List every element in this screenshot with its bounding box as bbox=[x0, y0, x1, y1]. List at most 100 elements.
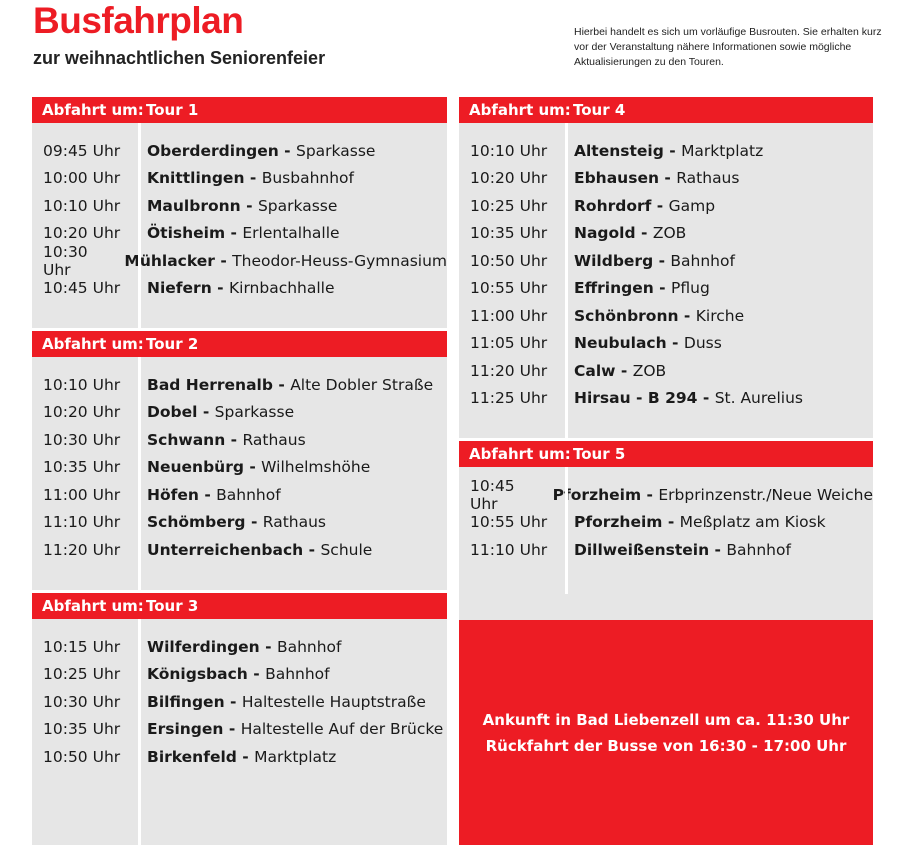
stop-town: Dobel bbox=[147, 403, 198, 422]
column-divider bbox=[565, 441, 568, 594]
separator: - bbox=[225, 430, 243, 449]
separator: - bbox=[663, 141, 682, 160]
stop-town: Rohrdorf bbox=[574, 196, 652, 215]
stop-place: Kirnbachhalle bbox=[228, 279, 335, 298]
separator: - bbox=[223, 720, 241, 739]
stop-row: 10:45 Uhr Pforzheim - Erbprinzenstr./Neu… bbox=[459, 477, 873, 513]
stop-row: 10:25 Uhr Rohrdorf - Gamp bbox=[459, 192, 873, 220]
separator: - bbox=[224, 692, 242, 711]
separator: - bbox=[615, 361, 633, 380]
departure-label: Abfahrt um: bbox=[42, 597, 144, 615]
stop-town: Pforzheim bbox=[574, 513, 663, 532]
stop-place: Haltestelle Auf der Brücke bbox=[240, 720, 444, 739]
departure-time: 10:25 Uhr bbox=[470, 196, 548, 215]
stop-place: Sparkasse bbox=[257, 196, 338, 215]
departure-time: 10:35 Uhr bbox=[43, 458, 121, 477]
stop-place: Erlentalhalle bbox=[242, 224, 340, 243]
separator: - bbox=[651, 196, 669, 215]
stop-row: 10:30 Uhr Bilfingen - Haltestelle Haupts… bbox=[32, 688, 447, 716]
stop-place: Marktplatz bbox=[681, 141, 764, 160]
stop-place: Bahnhof bbox=[726, 540, 791, 559]
stop-row: 10:50 Uhr Birkenfeld - Marktplatz bbox=[32, 743, 447, 771]
tour-4-table: Abfahrt um: Tour 4 10:10 Uhr Altensteig … bbox=[459, 97, 873, 438]
tour-header: Abfahrt um: Tour 1 bbox=[32, 97, 447, 123]
tour-header: Abfahrt um: Tour 2 bbox=[32, 331, 447, 357]
separator: - bbox=[198, 485, 217, 504]
tour-2-table: Abfahrt um: Tour 2 10:10 Uhr Bad Herrena… bbox=[32, 331, 447, 590]
stop-place: Bahnhof bbox=[265, 665, 330, 684]
stop-place: Alte Dobler Straße bbox=[290, 375, 434, 394]
stop-place: St. Aurelius bbox=[714, 389, 803, 408]
stop-town: Nagold bbox=[574, 224, 636, 243]
stop-town: Calw bbox=[574, 361, 616, 380]
departure-time: 10:30 Uhr bbox=[43, 430, 121, 449]
departure-time: 10:10 Uhr bbox=[470, 141, 548, 160]
departure-time: 10:55 Uhr bbox=[470, 513, 548, 532]
stop-row: 11:10 Uhr Schömberg - Rathaus bbox=[32, 509, 447, 537]
arrival-text: Ankunft in Bad Liebenzell um ca. 11:30 U… bbox=[482, 710, 850, 729]
tour-name: Tour 3 bbox=[146, 597, 199, 615]
stop-row: 10:20 Uhr Dobel - Sparkasse bbox=[32, 399, 447, 427]
separator: - bbox=[272, 375, 291, 394]
stop-town: Dillweißenstein bbox=[574, 540, 710, 559]
stop-town: Wildberg bbox=[574, 251, 654, 270]
stop-place: Gamp bbox=[668, 196, 716, 215]
stop-row: 10:25 Uhr Königsbach - Bahnhof bbox=[32, 661, 447, 689]
stop-place: Schule bbox=[320, 540, 373, 559]
column-divider bbox=[138, 331, 141, 590]
tour-header: Abfahrt um: Tour 4 bbox=[459, 97, 873, 123]
departure-time: 10:20 Uhr bbox=[43, 224, 121, 243]
return-text: Rückfahrt der Busse von 16:30 - 17:00 Uh… bbox=[485, 736, 847, 755]
separator: - bbox=[243, 458, 262, 477]
stop-row: 10:15 Uhr Wilferdingen - Bahnhof bbox=[32, 633, 447, 661]
stop-town: Neubulach bbox=[574, 334, 667, 353]
tour-name: Tour 2 bbox=[146, 335, 199, 353]
stop-place: Kirche bbox=[695, 306, 745, 325]
stop-town: Bilfingen bbox=[147, 692, 225, 711]
stop-place: Bahnhof bbox=[276, 637, 342, 656]
stop-town: Pforzheim bbox=[552, 485, 642, 504]
separator: - bbox=[225, 224, 243, 243]
separator: - bbox=[303, 540, 321, 559]
departure-time: 10:30 Uhr bbox=[43, 242, 88, 279]
stop-place: Wilhelmshöhe bbox=[261, 458, 371, 477]
separator: - bbox=[278, 141, 296, 160]
departure-time: 10:35 Uhr bbox=[470, 224, 548, 243]
stop-row: 10:30 Uhr Schwann - Rathaus bbox=[32, 426, 447, 454]
info-note: Hierbei handelt es sich um vorläufige Bu… bbox=[574, 26, 882, 68]
column-divider bbox=[565, 97, 568, 438]
stop-row: 11:20 Uhr Unterreichenbach - Schule bbox=[32, 536, 447, 564]
departure-time: 11:00 Uhr bbox=[470, 306, 548, 325]
stop-place: Bahnhof bbox=[670, 251, 735, 270]
departure-time: 11:10 Uhr bbox=[470, 540, 548, 559]
stop-row: 10:35 Uhr Neuenbürg - Wilhelmshöhe bbox=[32, 454, 447, 482]
stop-row: 10:35 Uhr Ersingen - Haltestelle Auf der… bbox=[32, 716, 447, 744]
stop-town: Königsbach bbox=[147, 665, 248, 684]
separator: - bbox=[245, 513, 263, 532]
stop-town: Ötisheim bbox=[147, 224, 226, 243]
page-subtitle: zur weihnachtlichen Seniorenfeier bbox=[33, 48, 326, 68]
separator: - bbox=[678, 306, 696, 325]
stop-town: Schömberg bbox=[147, 513, 246, 532]
departure-time: 10:45 Uhr bbox=[470, 476, 515, 513]
stop-row: 10:35 Uhr Nagold - ZOB bbox=[459, 220, 873, 248]
stop-row: 10:20 Uhr Ötisheim - Erlentalhalle bbox=[32, 220, 447, 248]
stop-town: Altensteig bbox=[574, 141, 664, 160]
departure-time: 10:50 Uhr bbox=[470, 251, 548, 270]
stop-town: Wilferdingen bbox=[147, 637, 260, 656]
separator: - bbox=[641, 485, 659, 504]
departure-time: 10:20 Uhr bbox=[470, 169, 548, 188]
stop-town: Mühlacker bbox=[124, 251, 215, 270]
stop-town: Knittlingen bbox=[147, 169, 245, 188]
stop-place: Rathaus bbox=[262, 513, 327, 532]
stop-town: Ebhausen bbox=[574, 169, 659, 188]
tour-name: Tour 1 bbox=[146, 101, 199, 119]
stop-row: 10:10 Uhr Bad Herrenalb - Alte Dobler St… bbox=[32, 371, 447, 399]
separator: - bbox=[662, 513, 680, 532]
stop-place: Rathaus bbox=[242, 430, 306, 449]
stop-place: Marktplatz bbox=[254, 747, 337, 766]
tour-name: Tour 5 bbox=[573, 445, 626, 463]
stop-place: Bahnhof bbox=[216, 485, 281, 504]
departure-time: 10:25 Uhr bbox=[43, 665, 121, 684]
stop-town: Birkenfeld bbox=[147, 747, 237, 766]
